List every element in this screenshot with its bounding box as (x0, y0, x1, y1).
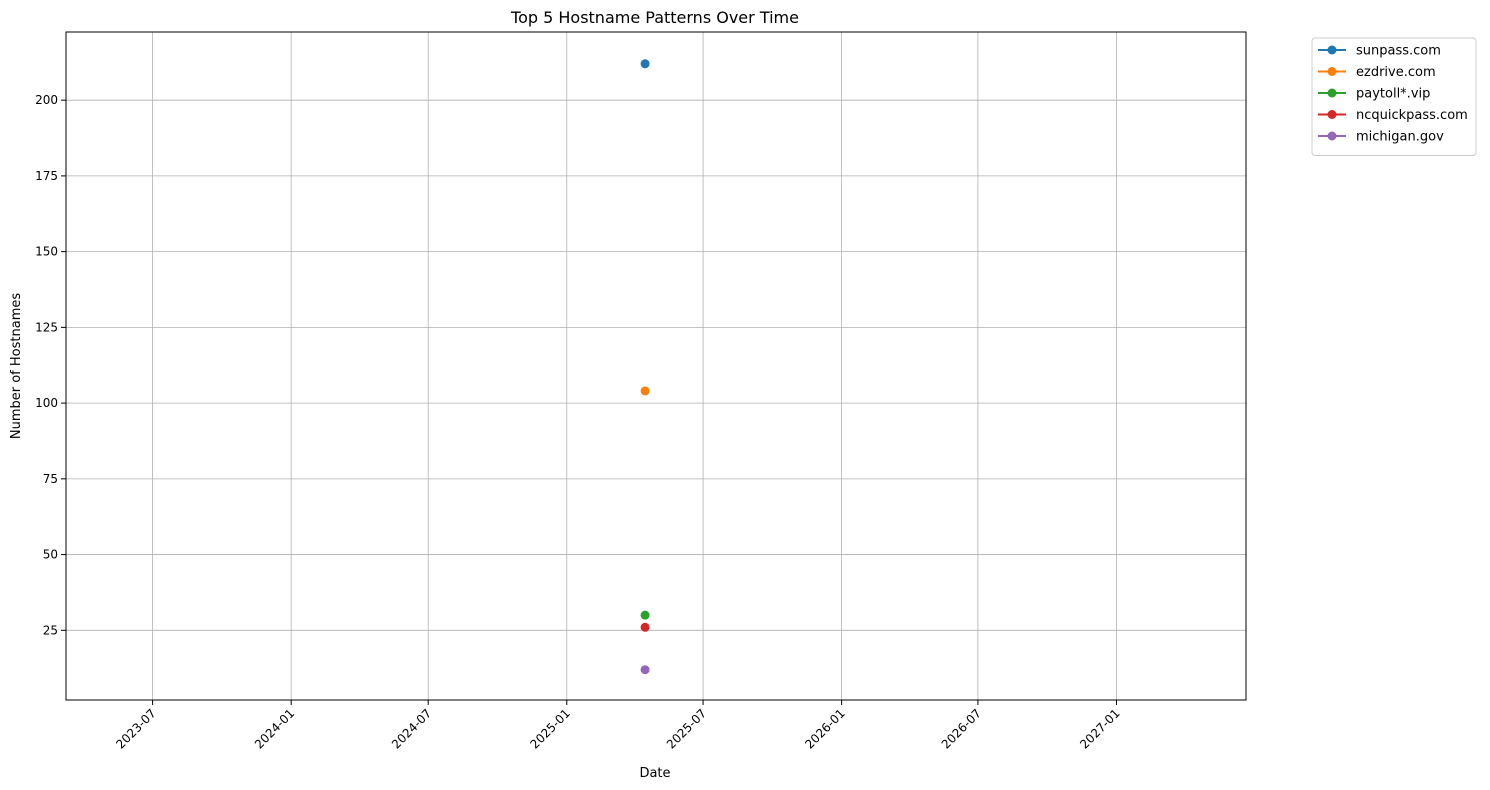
data-point (640, 665, 650, 675)
legend-marker (1327, 88, 1337, 98)
legend-marker (1327, 67, 1337, 76)
y-tick-label: 75 (43, 472, 58, 486)
plot-frame (65, 31, 1247, 701)
grid (66, 32, 1246, 700)
y-tick-label: 100 (35, 396, 58, 410)
data-point (640, 622, 650, 632)
legend-marker (1327, 110, 1337, 119)
y-tick-label: 200 (35, 93, 58, 107)
data-point (640, 386, 650, 396)
y-axis-label: Number of Hostnames (9, 293, 24, 439)
legend-label: paytoll*.vip (1356, 87, 1430, 102)
legend-label: ezdrive.com (1356, 65, 1436, 80)
y-tick-label: 25 (43, 623, 58, 637)
y-axis: 25 50 75 100 125 150 175 200 (35, 93, 66, 637)
data-point (640, 59, 650, 69)
chart-title: Top 5 Hostname Patterns Over Time (510, 8, 799, 27)
legend-box (1311, 37, 1477, 156)
series-layer (640, 59, 650, 675)
y-tick-label: 175 (35, 169, 58, 183)
x-axis-label: Date (639, 766, 670, 781)
y-tick-label: 125 (35, 320, 58, 334)
legend-label: ncquickpass.com (1356, 108, 1468, 123)
legend-label: sunpass.com (1356, 44, 1441, 59)
y-tick-label: 150 (35, 245, 58, 259)
legend-marker (1327, 45, 1337, 55)
y-tick-label: 50 (43, 548, 58, 562)
legend-marker (1327, 131, 1337, 141)
legend-label: michigan.gov (1356, 130, 1444, 145)
legend: sunpass.com ezdrive.com paytoll*.vip ncquic… (1311, 37, 1477, 156)
data-point (640, 610, 650, 620)
